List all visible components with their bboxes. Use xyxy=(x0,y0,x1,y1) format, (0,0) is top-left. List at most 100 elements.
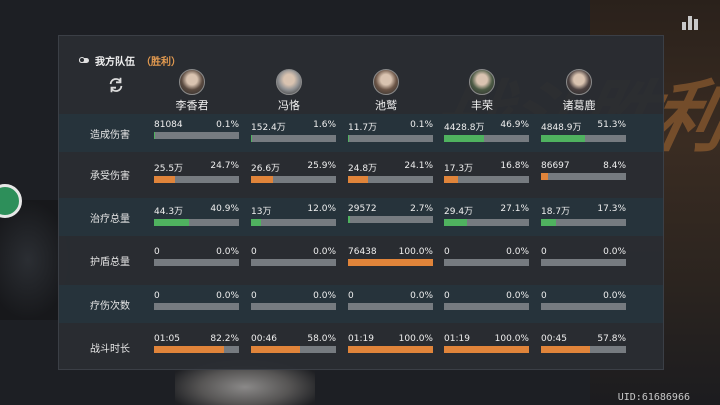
stat-percent: 0.0% xyxy=(313,247,336,257)
stat-cell: 0 0.0% xyxy=(444,247,529,266)
team-label: 我方队伍 xyxy=(95,57,135,68)
stat-bar xyxy=(154,219,239,226)
stat-bar xyxy=(348,216,433,223)
stat-cell: 81084 0.1% xyxy=(154,120,239,139)
stat-cell: 29.4万 27.1% xyxy=(444,204,529,226)
stat-value: 0 xyxy=(154,291,160,301)
stat-percent: 82.2% xyxy=(210,334,239,344)
stat-cell: 76438 100.0% xyxy=(348,247,433,266)
stat-value: 11.7万 xyxy=(348,123,378,133)
stat-bar xyxy=(444,219,529,226)
stat-value: 76438 xyxy=(348,247,377,257)
stat-percent: 25.9% xyxy=(307,161,336,171)
stat-cell: 01:19 100.0% xyxy=(348,334,433,353)
stat-bar-fill xyxy=(348,259,433,266)
stat-row: 护盾总量 0 0.0% 0 0.0% 76438 100.0% 0 0.0% 0 0.0% xyxy=(59,241,663,279)
stat-cell-text: 29572 2.7% xyxy=(348,204,433,214)
stat-bar xyxy=(541,173,626,180)
stat-bar-fill xyxy=(541,346,591,353)
stat-bar xyxy=(154,303,239,310)
stat-bar xyxy=(154,132,239,139)
stat-cell-text: 01:05 82.2% xyxy=(154,334,239,344)
stat-value: 29572 xyxy=(348,204,377,214)
side-menu-button[interactable] xyxy=(0,184,22,218)
stat-cell-text: 0 0.0% xyxy=(251,247,336,257)
stat-cell: 01:19 100.0% xyxy=(444,334,529,353)
stat-percent: 100.0% xyxy=(398,247,433,257)
stat-percent: 0.0% xyxy=(410,291,433,301)
toggle-icon[interactable] xyxy=(79,57,89,63)
character-header[interactable]: 池鹫 xyxy=(346,69,426,113)
stat-cell-text: 4428.8万 46.9% xyxy=(444,120,529,133)
stat-value: 0 xyxy=(251,291,257,301)
result-label: （胜利） xyxy=(141,57,181,68)
character-name: 池鹫 xyxy=(375,99,397,112)
stat-bar xyxy=(251,135,336,142)
stat-percent: 51.3% xyxy=(597,120,626,130)
stat-cell-text: 26.6万 25.9% xyxy=(251,161,336,174)
stat-row-label: 造成伤害 xyxy=(90,130,130,141)
stat-row: 承受伤害 25.5万 24.7% 26.6万 25.9% 24.8万 24.1% 17.3万 1… xyxy=(59,155,663,193)
stat-percent: 2.7% xyxy=(410,204,433,214)
stat-cell-text: 152.4万 1.6% xyxy=(251,120,336,133)
stat-cell-text: 24.8万 24.1% xyxy=(348,161,433,174)
stat-cell: 4848.9万 51.3% xyxy=(541,120,626,142)
stat-cell-text: 18.7万 17.3% xyxy=(541,204,626,217)
stat-bar xyxy=(251,219,336,226)
stat-bar xyxy=(541,259,626,266)
stat-bar-fill xyxy=(444,135,484,142)
stat-percent: 27.1% xyxy=(500,204,529,214)
stat-cell-text: 01:19 100.0% xyxy=(348,334,433,344)
stat-bar-fill xyxy=(541,135,585,142)
stat-cell: 86697 8.4% xyxy=(541,161,626,180)
stat-cell-text: 13万 12.0% xyxy=(251,204,336,217)
stat-cell: 152.4万 1.6% xyxy=(251,120,336,142)
stat-percent: 57.8% xyxy=(597,334,626,344)
character-name: 冯恪 xyxy=(278,99,300,112)
stat-value: 0 xyxy=(154,247,160,257)
stat-row-label: 战斗时长 xyxy=(90,344,130,355)
stat-percent: 8.4% xyxy=(603,161,626,171)
refresh-icon[interactable] xyxy=(107,76,125,94)
stat-cell: 13万 12.0% xyxy=(251,204,336,226)
stat-cell: 0 0.0% xyxy=(541,291,626,310)
stat-bar xyxy=(154,346,239,353)
stat-percent: 0.0% xyxy=(216,291,239,301)
stat-percent: 1.6% xyxy=(313,120,336,130)
stat-cell: 00:46 58.0% xyxy=(251,334,336,353)
stat-bar-fill xyxy=(251,219,262,226)
stat-percent: 16.8% xyxy=(500,161,529,171)
stat-cell-text: 81084 0.1% xyxy=(154,120,239,130)
stat-cell: 17.3万 16.8% xyxy=(444,161,529,183)
panel-title: 我方队伍 （胜利） xyxy=(79,53,181,68)
character-header[interactable]: 诸葛鹿 xyxy=(539,69,619,113)
stat-value: 26.6万 xyxy=(251,164,281,174)
stat-row: 治疗总量 44.3万 40.9% 13万 12.0% 29572 2.7% 29.4万 27.1… xyxy=(59,198,663,236)
character-header[interactable]: 李香君 xyxy=(152,69,232,113)
stat-row: 战斗时长 01:05 82.2% 00:46 58.0% 01:19 100.0% 01:19… xyxy=(59,328,663,366)
stat-percent: 24.7% xyxy=(210,161,239,171)
stat-percent: 0.1% xyxy=(410,120,433,130)
character-name: 李香君 xyxy=(175,99,209,112)
character-name: 丰荣 xyxy=(471,99,493,112)
stat-bar xyxy=(154,176,239,183)
stat-cell: 29572 2.7% xyxy=(348,204,433,223)
character-avatar xyxy=(566,69,592,95)
stat-cell: 0 0.0% xyxy=(541,247,626,266)
stat-value: 0 xyxy=(541,291,547,301)
stats-icon[interactable] xyxy=(682,14,702,30)
stat-cell: 4428.8万 46.9% xyxy=(444,120,529,142)
character-header[interactable]: 冯恪 xyxy=(249,69,329,113)
stat-cell-text: 0 0.0% xyxy=(444,291,529,301)
stat-bar xyxy=(541,135,626,142)
stat-cell: 0 0.0% xyxy=(444,291,529,310)
character-header[interactable]: 丰荣 xyxy=(442,69,522,113)
stat-bar-fill xyxy=(348,216,351,223)
stat-bar xyxy=(444,176,529,183)
stat-cell-text: 4848.9万 51.3% xyxy=(541,120,626,133)
stat-value: 13万 xyxy=(251,207,272,217)
stat-row-label: 承受伤害 xyxy=(90,171,130,182)
stat-cell: 0 0.0% xyxy=(251,291,336,310)
stat-value: 81084 xyxy=(154,120,183,130)
stat-bar-fill xyxy=(251,346,301,353)
